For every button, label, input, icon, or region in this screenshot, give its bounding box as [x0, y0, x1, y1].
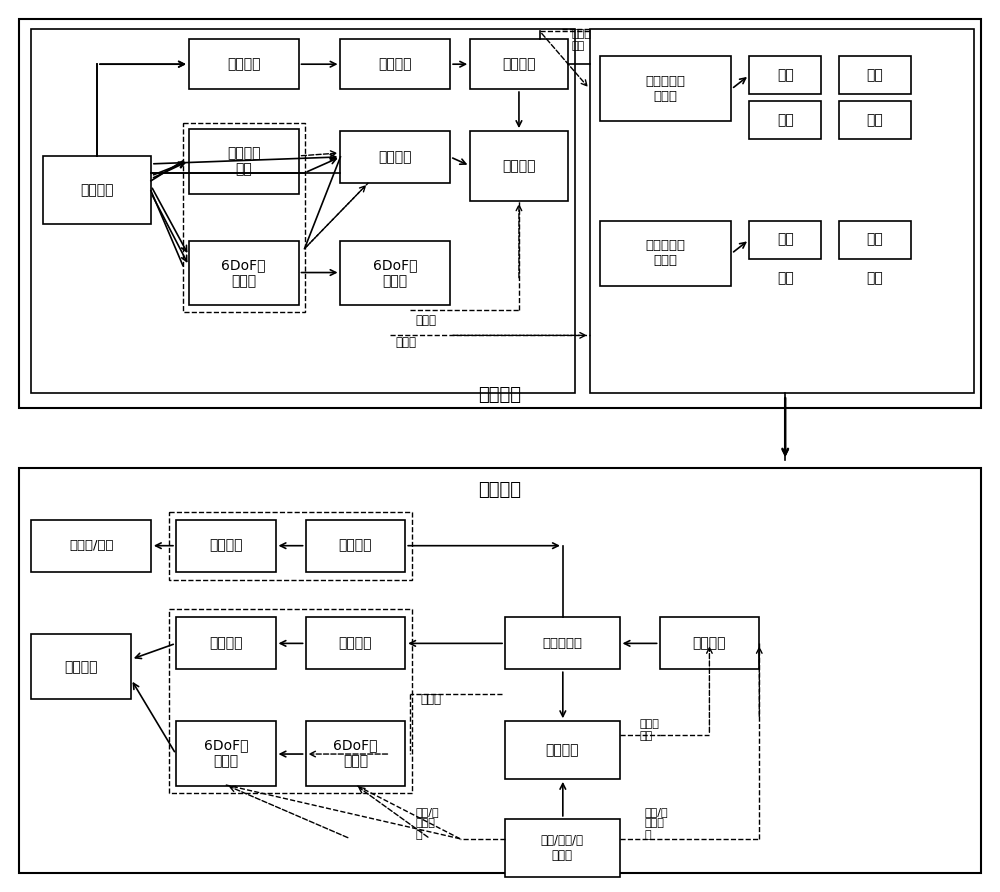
Text: 视窗元
数据: 视窗元 数据: [572, 29, 592, 51]
Bar: [189, 241, 299, 305]
Bar: [749, 101, 821, 139]
Bar: [505, 721, 620, 779]
Text: 片段: 片段: [777, 113, 794, 127]
Text: 音频渲染: 音频渲染: [209, 539, 243, 553]
Text: 朝向/位
置元数
据: 朝向/位 置元数 据: [415, 807, 439, 840]
Text: 6DoF媒
体渲染: 6DoF媒 体渲染: [204, 739, 248, 769]
Bar: [590, 29, 974, 393]
Text: 片段: 片段: [867, 68, 883, 82]
Bar: [19, 468, 981, 872]
Bar: [306, 617, 405, 669]
Text: 媒体呈现描
述信息: 媒体呈现描 述信息: [646, 75, 686, 103]
Bar: [183, 123, 305, 312]
Bar: [470, 131, 568, 201]
Text: 视频编码: 视频编码: [379, 150, 412, 164]
Bar: [839, 101, 911, 139]
Text: 文件封装: 文件封装: [502, 159, 536, 173]
Text: 片段: 片段: [867, 233, 883, 247]
Bar: [306, 721, 405, 786]
Text: 音频解码: 音频解码: [339, 539, 372, 553]
Bar: [169, 609, 412, 793]
Text: 朝向/位
置元数
据: 朝向/位 置元数 据: [645, 807, 668, 840]
Bar: [505, 617, 620, 669]
Bar: [31, 520, 151, 572]
Bar: [839, 220, 911, 259]
Text: 片段: 片段: [777, 233, 794, 247]
Text: 片段: 片段: [867, 113, 883, 127]
Text: 媒体呈现描
述信息: 媒体呈现描 述信息: [646, 239, 686, 267]
Text: 元数据: 元数据: [420, 693, 441, 706]
Text: 视频解码: 视频解码: [339, 636, 372, 650]
Bar: [660, 617, 759, 669]
Text: 解码设备: 解码设备: [479, 481, 522, 499]
Bar: [600, 220, 731, 285]
Text: 音频编码: 音频编码: [379, 57, 412, 71]
Bar: [839, 56, 911, 94]
Text: 媒体: 媒体: [867, 271, 883, 285]
Text: 编码设备: 编码设备: [479, 386, 522, 404]
Bar: [600, 56, 731, 121]
Bar: [31, 634, 131, 699]
Text: 元数据: 元数据: [395, 335, 416, 349]
Bar: [189, 39, 299, 89]
Bar: [505, 819, 620, 877]
Bar: [176, 520, 276, 572]
Text: 元数据: 元数据: [415, 314, 436, 326]
Text: 媒体传输: 媒体传输: [693, 636, 726, 650]
Text: 6DoF媒
体解码: 6DoF媒 体解码: [333, 739, 378, 769]
Bar: [749, 220, 821, 259]
Bar: [470, 39, 568, 89]
Text: 媒体: 媒体: [777, 271, 794, 285]
Text: 头部/眼睛/身
体跟踪: 头部/眼睛/身 体跟踪: [541, 834, 584, 862]
Bar: [176, 617, 276, 669]
Text: 视窗切换: 视窗切换: [546, 743, 579, 757]
Bar: [340, 39, 450, 89]
Text: 声场设定: 声场设定: [227, 57, 260, 71]
Bar: [306, 520, 405, 572]
Text: 视窗切换: 视窗切换: [502, 57, 536, 71]
Bar: [176, 721, 276, 786]
Text: 显示设备: 显示设备: [64, 660, 98, 673]
Bar: [749, 56, 821, 94]
Text: 6DoF媒
体编码: 6DoF媒 体编码: [373, 258, 418, 288]
Bar: [189, 129, 299, 194]
Text: 文件解封装: 文件解封装: [542, 637, 582, 650]
Text: 片段: 片段: [777, 68, 794, 82]
Text: 内容获取: 内容获取: [80, 183, 114, 197]
Text: 6DoF媒
体处理: 6DoF媒 体处理: [221, 258, 266, 288]
Bar: [19, 20, 981, 409]
Text: 视频渲染: 视频渲染: [209, 636, 243, 650]
Bar: [169, 512, 412, 580]
Bar: [340, 241, 450, 305]
Text: 视频元
数据: 视频元 数据: [640, 719, 659, 740]
Bar: [43, 156, 151, 224]
Text: 深度信息
计算: 深度信息 计算: [227, 146, 260, 177]
Bar: [31, 29, 575, 393]
Text: 扬声器/耳机: 扬声器/耳机: [69, 539, 113, 552]
Bar: [340, 131, 450, 183]
